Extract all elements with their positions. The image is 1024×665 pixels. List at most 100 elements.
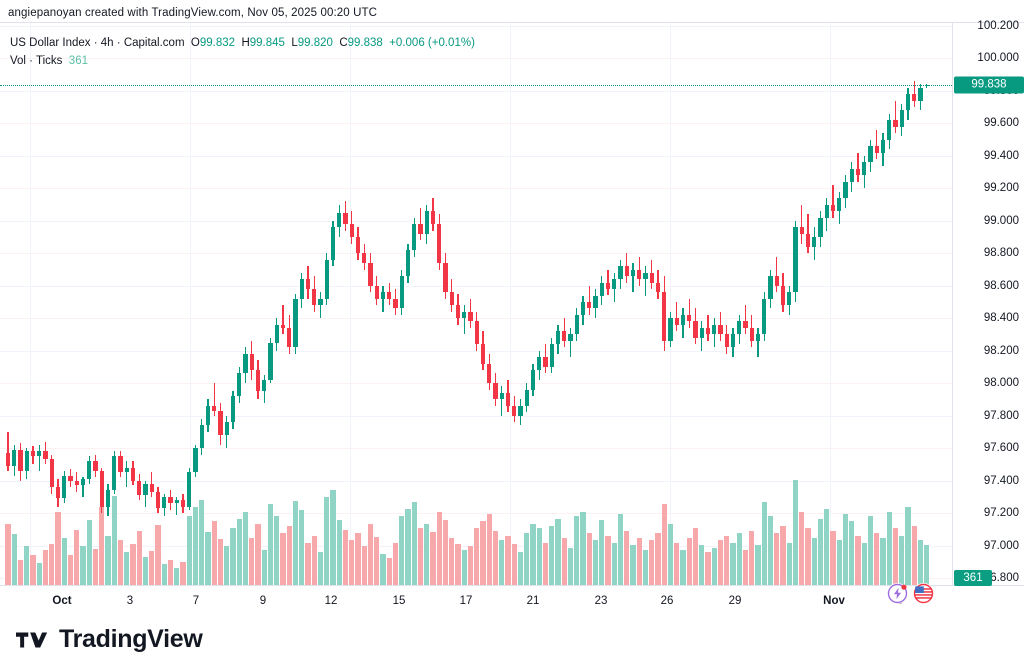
time-scale[interactable]: Oct37912151721232629Nov5 xyxy=(0,585,1024,614)
price-tick-label: 98.800 xyxy=(983,247,1019,260)
time-tick-label: Nov xyxy=(823,595,845,607)
candle-body xyxy=(805,233,811,247)
volume-bar xyxy=(130,544,136,586)
volume-bar xyxy=(524,533,530,586)
volume-bar xyxy=(224,546,230,586)
legend-sep-2: · xyxy=(113,37,124,49)
price-tick-label: 97.200 xyxy=(983,507,1019,520)
price-tick-label: 98.400 xyxy=(983,312,1019,325)
legend-symbol[interactable]: US Dollar Index xyxy=(10,37,91,49)
volume-bar xyxy=(817,518,824,586)
time-tick-label: 9 xyxy=(259,595,267,607)
candle-wick xyxy=(607,269,609,296)
price-tick-label: 98.000 xyxy=(983,377,1019,390)
candle-body xyxy=(618,266,623,280)
candle-body xyxy=(637,269,642,280)
candle-body xyxy=(912,94,917,101)
plot-area[interactable] xyxy=(0,23,952,586)
volume-bar xyxy=(886,511,892,586)
candle-body xyxy=(224,422,229,436)
candle-body xyxy=(774,276,779,286)
volume-bar xyxy=(299,510,305,586)
gridline xyxy=(0,480,952,482)
volume-bar xyxy=(542,542,549,586)
candle-wick xyxy=(7,431,9,471)
volume-bar xyxy=(711,547,717,586)
volume-bar xyxy=(761,502,767,586)
candle-body xyxy=(443,263,448,293)
volume-bar xyxy=(511,544,517,586)
volume-bar xyxy=(324,497,330,586)
time-tick-label: 15 xyxy=(392,595,406,607)
candle-body xyxy=(899,110,904,127)
volume-bar xyxy=(742,550,749,586)
candle-body xyxy=(880,139,886,153)
legend-low-label: L xyxy=(291,37,298,49)
volume-bar xyxy=(786,542,792,586)
candle-wick xyxy=(176,496,178,515)
time-tick-label: 29 xyxy=(728,595,742,607)
time-tick-label: Oct xyxy=(52,595,72,607)
candle-body xyxy=(280,324,286,328)
candle-wick xyxy=(501,386,503,416)
candle-body xyxy=(199,425,204,449)
legend-interval[interactable]: 4h xyxy=(100,37,114,49)
volume-bar xyxy=(242,511,249,586)
volume-bar xyxy=(374,536,380,586)
candle-body xyxy=(499,392,504,400)
gridline-vertical xyxy=(350,23,351,586)
candle-wick xyxy=(776,256,778,293)
candle-body xyxy=(243,353,248,374)
candle-body xyxy=(93,461,98,471)
candle-wick xyxy=(894,100,897,134)
candle-body xyxy=(337,212,342,228)
volume-histogram xyxy=(0,23,952,586)
volume-bar xyxy=(692,528,699,586)
volume-bar xyxy=(480,521,486,586)
candle-body xyxy=(162,496,167,509)
lightning-alert-icon[interactable] xyxy=(887,583,908,604)
volume-bar xyxy=(30,554,36,586)
us-flag-icon[interactable] xyxy=(913,583,934,604)
candle-body xyxy=(718,324,723,335)
price-scale[interactable]: 100.200100.00099.80099.60099.40099.20099… xyxy=(952,20,1024,586)
footer: TradingView xyxy=(0,613,1024,665)
candle-body xyxy=(824,204,829,218)
candle-body xyxy=(480,344,486,364)
candle-body xyxy=(874,146,879,153)
candle-body xyxy=(62,475,67,499)
volume-bar xyxy=(555,518,561,586)
volume-bar xyxy=(292,500,299,586)
volume-bar xyxy=(749,530,755,586)
candle-body xyxy=(555,331,561,345)
candle-body xyxy=(580,302,586,315)
candle-body xyxy=(449,292,454,306)
candle-body xyxy=(699,327,704,338)
volume-bar xyxy=(567,547,574,586)
volume-bar xyxy=(780,526,786,586)
volume-bar xyxy=(836,540,842,586)
volume-bar xyxy=(205,532,211,586)
candle-wick xyxy=(676,302,678,332)
candle-body xyxy=(562,331,567,341)
volume-bar xyxy=(361,546,367,586)
volume-bar xyxy=(767,516,774,586)
candle-wick xyxy=(213,383,215,416)
candle-wick xyxy=(463,305,465,335)
volume-bar xyxy=(217,539,224,586)
legend-volume-title[interactable]: Vol · Ticks xyxy=(10,55,63,67)
volume-bar xyxy=(36,563,42,586)
volume-bar xyxy=(255,523,261,586)
volume-bar xyxy=(117,540,124,586)
candle-body xyxy=(55,487,61,499)
candle-body xyxy=(74,480,79,486)
volume-bar xyxy=(467,546,474,586)
volume-bar xyxy=(867,516,874,586)
candle-body xyxy=(862,162,867,176)
volume-bar xyxy=(42,550,49,586)
volume-bar xyxy=(755,545,761,586)
candle-body xyxy=(80,478,86,486)
candle-body xyxy=(368,263,373,286)
candle-body xyxy=(99,470,104,507)
current-price-badge: 99.838 xyxy=(954,76,1024,94)
